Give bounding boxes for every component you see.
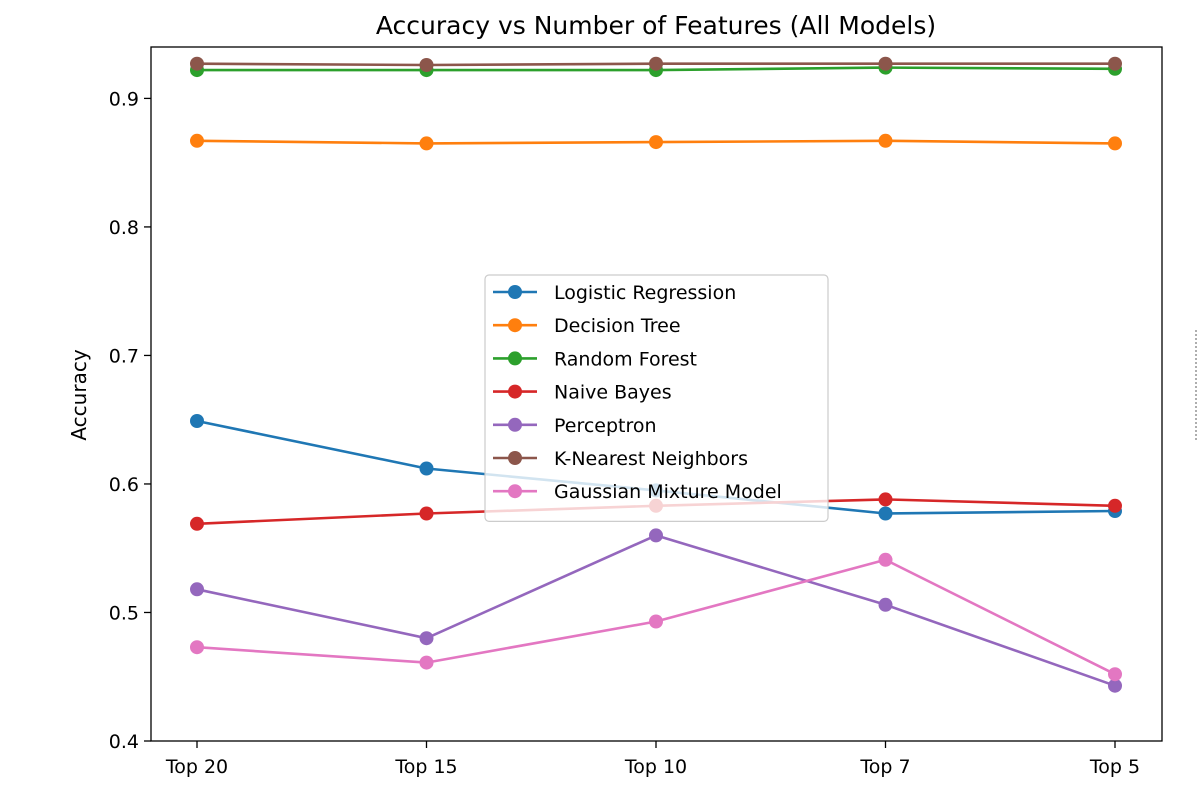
data-point	[649, 135, 663, 150]
data-point	[878, 56, 893, 71]
x-tick-label: Top 10	[624, 756, 687, 778]
data-point	[1108, 136, 1122, 151]
legend-marker	[508, 285, 522, 299]
y-axis-label: Accuracy	[67, 349, 91, 440]
legend-marker	[508, 318, 522, 333]
x-tick-label: Top 7	[859, 756, 910, 778]
data-point	[419, 506, 434, 521]
data-point	[419, 58, 434, 72]
data-point	[419, 136, 434, 151]
legend-marker	[508, 451, 522, 465]
chart-title: Accuracy vs Number of Features (All Mode…	[376, 11, 936, 40]
data-point	[649, 56, 663, 71]
legend-label: Random Forest	[554, 348, 697, 370]
data-point	[649, 528, 663, 543]
y-tick-label: 0.5	[109, 602, 139, 624]
data-point	[1108, 678, 1122, 693]
data-point	[190, 640, 204, 655]
y-tick-label: 0.4	[109, 731, 139, 753]
data-point	[1108, 667, 1122, 682]
legend-label: Perceptron	[554, 415, 657, 437]
legend-label: Logistic Regression	[554, 282, 736, 304]
legend-marker	[508, 351, 522, 366]
data-point	[190, 414, 204, 428]
data-point	[878, 133, 893, 148]
plot-area	[190, 56, 1122, 693]
y-tick-label: 0.6	[109, 474, 139, 496]
legend-label: K-Nearest Neighbors	[554, 448, 748, 470]
y-tick-label: 0.8	[109, 217, 139, 239]
legend-box	[484, 274, 829, 522]
legend-label: Gaussian Mixture Model	[554, 481, 782, 503]
legend-marker	[508, 384, 522, 399]
x-tick-label: Top 20	[165, 756, 228, 778]
data-point	[419, 461, 434, 476]
y-tick-label: 0.9	[109, 88, 139, 110]
data-point	[190, 56, 204, 71]
data-point	[649, 614, 663, 629]
data-point	[878, 552, 893, 567]
series-line-4	[196, 534, 1116, 687]
data-point	[190, 516, 204, 531]
legend-marker	[508, 417, 522, 432]
legend: Logistic Regression Decision Tree Random F…	[484, 274, 829, 522]
data-point	[878, 597, 893, 612]
data-point	[190, 133, 204, 148]
data-point	[190, 582, 204, 597]
data-point	[419, 631, 434, 646]
x-tick-label: Top 5	[1089, 756, 1140, 778]
legend-marker	[508, 484, 522, 499]
axes: Top 20 Top 15 Top 10 Top 7 Top 5 0.4 0.5 0.6 0.7…	[109, 46, 1163, 778]
data-point	[878, 492, 893, 507]
data-point	[1108, 56, 1122, 71]
x-tick-label: Top 15	[394, 756, 457, 778]
data-point	[878, 506, 893, 521]
cropped-edge-artifact	[1195, 330, 1201, 440]
y-tick-label: 0.7	[109, 345, 139, 367]
legend-label: Naive Bayes	[554, 382, 672, 404]
legend-label: Decision Tree	[554, 315, 681, 337]
data-point	[419, 655, 434, 670]
data-point	[1108, 498, 1122, 513]
